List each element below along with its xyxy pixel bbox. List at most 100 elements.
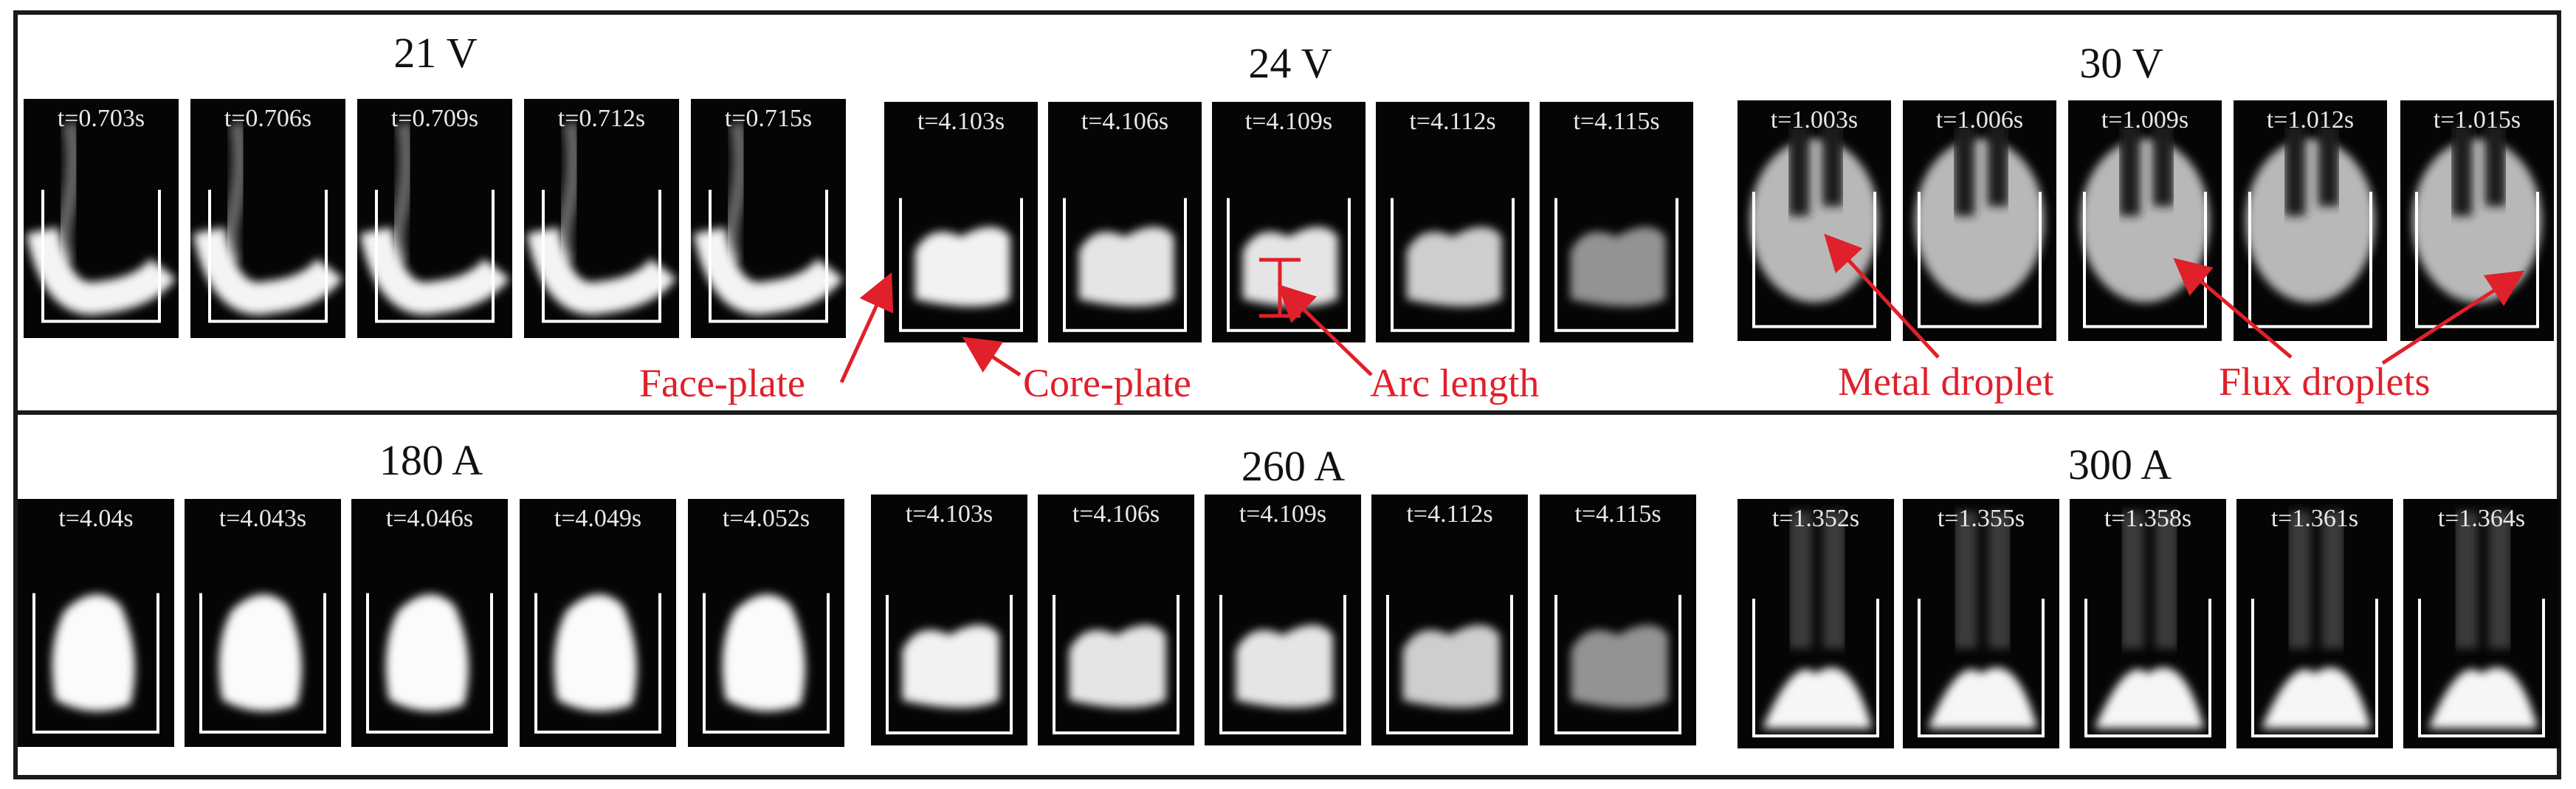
timestamp-label: t=4.052s [722,505,810,532]
frame-image: t=4.052s [688,499,844,747]
frame-image: t=4.106s [1048,102,1202,342]
frame-image: t=4.04s [18,499,174,747]
crucible-plate [1918,599,2045,738]
timestamp-label: t=4.109s [1244,108,1333,135]
timestamp-label: t=0.709s [390,105,479,132]
timestamp-label: t=4.109s [1239,500,1327,528]
frame-image: t=4.046s [351,499,508,747]
frame-drawing [1749,124,1879,328]
frame-image: t=1.003s [1738,100,1891,341]
crucible-plate [2084,599,2211,738]
timestamp-label: t=4.049s [554,505,642,532]
frame-image: t=1.006s [1903,100,2056,341]
frame-image: t=4.106s [1038,495,1194,745]
crucible-plate [1391,198,1515,332]
frame-drawing [1053,595,1179,734]
flux-droplets-label: Flux droplets [2219,359,2431,404]
frame-image: t=1.361s [2236,499,2393,748]
timestamp-label: t=1.352s [1771,505,1860,532]
crucible-plate [1063,198,1187,332]
group-title: 30 V [2079,39,2163,87]
crucible-plate [1386,595,1513,734]
timestamp-label: t=4.046s [385,505,474,532]
timestamp-label: t=0.715s [724,105,813,132]
frame-drawing [1915,124,2045,328]
crucible-plate [2418,599,2545,738]
crucible-plate [375,190,495,323]
frame-image: t=0.712s [524,99,679,338]
frame-image: t=0.703s [24,99,179,338]
timestamp-label: t=4.106s [1072,500,1160,528]
frame-drawing [1918,511,2045,738]
frame-drawing [2084,511,2211,738]
timestamp-label: t=1.009s [2101,106,2189,134]
frame-image: t=4.115s [1540,495,1696,745]
frame-drawing [2080,124,2210,328]
timestamp-label: t=1.358s [2104,505,2192,532]
metal-droplet-label: Metal droplet [1838,359,2054,404]
face-plate-label: Face-plate [639,361,805,405]
crucible-plate [366,593,493,734]
frame-image: t=4.043s [185,499,341,747]
timestamp-label: t=0.706s [224,105,312,132]
timestamp-label: t=4.112s [1406,500,1493,528]
frame-drawing [193,121,343,323]
frame-drawing [1554,595,1681,734]
crucible-plate [899,198,1023,332]
timestamp-label: t=4.04s [58,505,134,532]
frame-drawing [2412,124,2542,328]
crucible-plate [1053,595,1179,734]
timestamp-label: t=4.043s [218,505,307,532]
crucible-plate [41,190,161,323]
timestamp-label: t=1.364s [2437,505,2526,532]
frame-image: t=4.109s [1212,102,1366,342]
core-plate-label: Core-plate [1023,361,1191,405]
frame-image: t=4.103s [884,102,1038,342]
arc-length-label: Arc length [1370,361,1540,405]
crucible-plate [1752,599,1879,738]
frame-image: t=0.715s [691,99,846,338]
frame-image: t=1.352s [1738,499,1894,748]
frame-image: t=4.112s [1371,495,1528,745]
timestamp-label: t=4.115s [1574,500,1661,528]
frame-drawing [359,121,510,323]
timestamp-label: t=4.112s [1409,108,1496,135]
crucible-plate [2251,599,2378,738]
frame-image: t=4.103s [871,495,1027,745]
frame-drawing [1227,198,1351,332]
frame-drawing [526,121,677,323]
frame-drawing [1386,595,1513,734]
crucible-plate [32,593,159,734]
frame-drawing [199,593,326,734]
frame-drawing [1219,595,1346,734]
crucible-plate [703,593,830,734]
frame-drawing [26,121,176,323]
frame-image: t=1.015s [2400,100,2554,341]
timestamp-label: t=0.703s [57,105,145,132]
crucible-plate [534,593,661,734]
crucible-plate [886,595,1013,734]
crucible-plate [1219,595,1346,734]
frame-drawing [899,198,1023,332]
frame-drawing [703,593,830,734]
timestamp-label: t=1.361s [2270,505,2359,532]
timestamp-label: t=1.012s [2266,106,2355,134]
frame-image: t=0.709s [357,99,512,338]
frame-drawing [2418,511,2545,738]
frame-drawing [366,593,493,734]
crucible-plate [2248,191,2372,328]
frame-drawing [886,595,1013,734]
frame-drawing [32,593,159,734]
frame-image: t=4.049s [520,499,676,747]
frame-image: t=1.358s [2070,499,2226,748]
frame-image: t=0.706s [190,99,345,338]
timestamp-label: t=4.103s [917,108,1005,135]
crucible-plate [709,190,828,323]
crucible-plate [542,190,661,323]
timestamp-label: t=1.355s [1937,505,2025,532]
timestamp-label: t=1.003s [1770,106,1859,134]
crucible-plate [1554,595,1681,734]
frame-image: t=4.109s [1205,495,1361,745]
frame-drawing [1063,198,1187,332]
frame-drawing [1391,198,1515,332]
